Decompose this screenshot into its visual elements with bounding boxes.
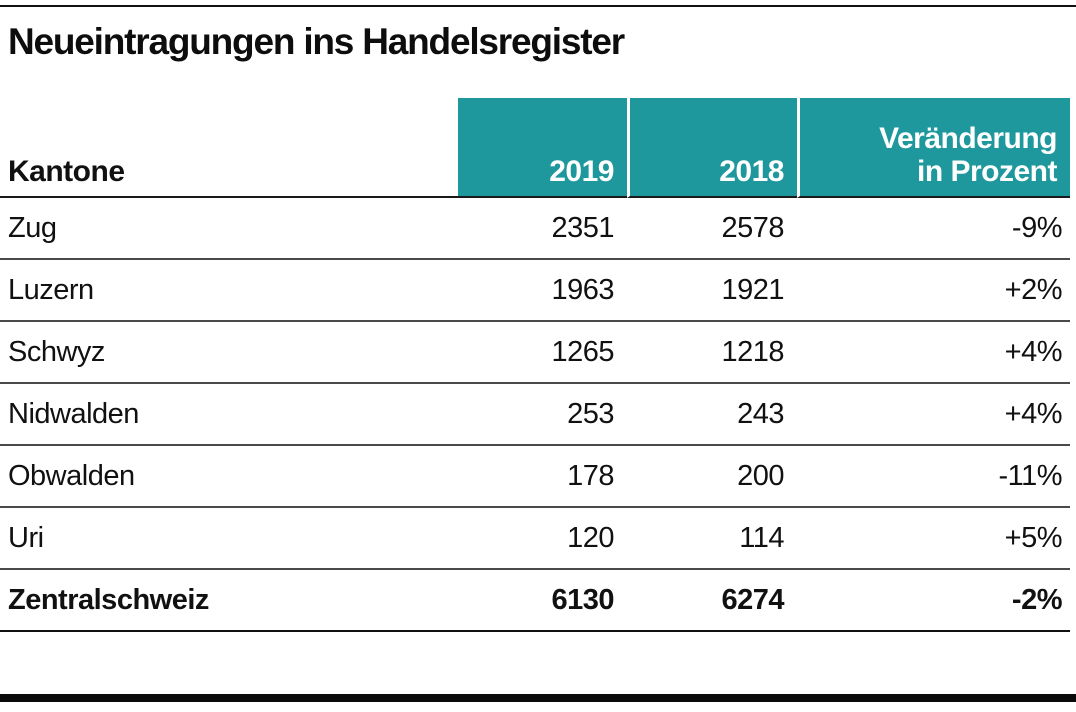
cell-2018: 243	[737, 397, 784, 430]
table-row-uri: Uri 120 114 +5%	[0, 508, 1070, 570]
cell-2018: 2578	[721, 211, 784, 244]
column-header-change-line1: Veränderung	[879, 122, 1057, 155]
cell-change: +4%	[1004, 335, 1063, 368]
cell-2019: 1963	[551, 273, 614, 306]
column-header-change-line2: in Prozent	[916, 155, 1058, 188]
cell-2018: 114	[739, 521, 784, 554]
table-row-luzern: Luzern 1963 1921 +2%	[0, 260, 1070, 322]
table-row-nidwalden: Nidwalden 253 243 +4%	[0, 384, 1070, 446]
cell-kanton: Zentralschweiz	[8, 583, 209, 616]
cell-2019: 6130	[551, 583, 614, 616]
cell-2019: 253	[567, 397, 614, 430]
cell-2018: 6274	[721, 583, 784, 616]
cell-2019: 1265	[551, 335, 614, 368]
table-row-total-zentralschweiz: Zentralschweiz 6130 6274 -2%	[0, 570, 1070, 632]
column-header-2019: 2019	[458, 98, 627, 198]
page-title: Neueintragungen ins Handelsregister	[8, 21, 625, 62]
column-header-kantone: Kantone	[0, 98, 458, 198]
cell-2018: 1218	[721, 335, 784, 368]
cell-change: +2%	[1004, 273, 1063, 306]
register-table: Kantone 2019 2018 Veränderung in Prozent…	[0, 98, 1070, 632]
cell-kanton: Nidwalden	[8, 397, 139, 430]
cell-kanton: Luzern	[8, 273, 94, 306]
cell-2018: 1921	[721, 273, 784, 306]
cell-change: -9%	[1011, 211, 1063, 244]
cell-kanton: Zug	[8, 211, 57, 244]
cell-2019: 2351	[551, 211, 614, 244]
cell-kanton: Obwalden	[8, 459, 135, 492]
bottom-rule	[0, 694, 1076, 702]
cell-2018: 200	[737, 459, 784, 492]
cell-kanton: Schwyz	[8, 335, 105, 368]
top-rule	[0, 5, 1076, 7]
cell-kanton: Uri	[8, 521, 44, 554]
table-row-zug: Zug 2351 2578 -9%	[0, 198, 1070, 260]
table-row-obwalden: Obwalden 178 200 -11%	[0, 446, 1070, 508]
column-header-change: Veränderung in Prozent	[797, 98, 1070, 198]
cell-change: +4%	[1004, 397, 1063, 430]
cell-2019: 120	[567, 521, 614, 554]
cell-change: -11%	[998, 459, 1062, 492]
table-row-schwyz: Schwyz 1265 1218 +4%	[0, 322, 1070, 384]
table-header-row: Kantone 2019 2018 Veränderung in Prozent	[0, 98, 1070, 198]
cell-change: -2%	[1011, 583, 1063, 616]
cell-2019: 178	[567, 459, 614, 492]
cell-change: +5%	[1004, 521, 1063, 554]
column-header-2018: 2018	[627, 98, 797, 198]
